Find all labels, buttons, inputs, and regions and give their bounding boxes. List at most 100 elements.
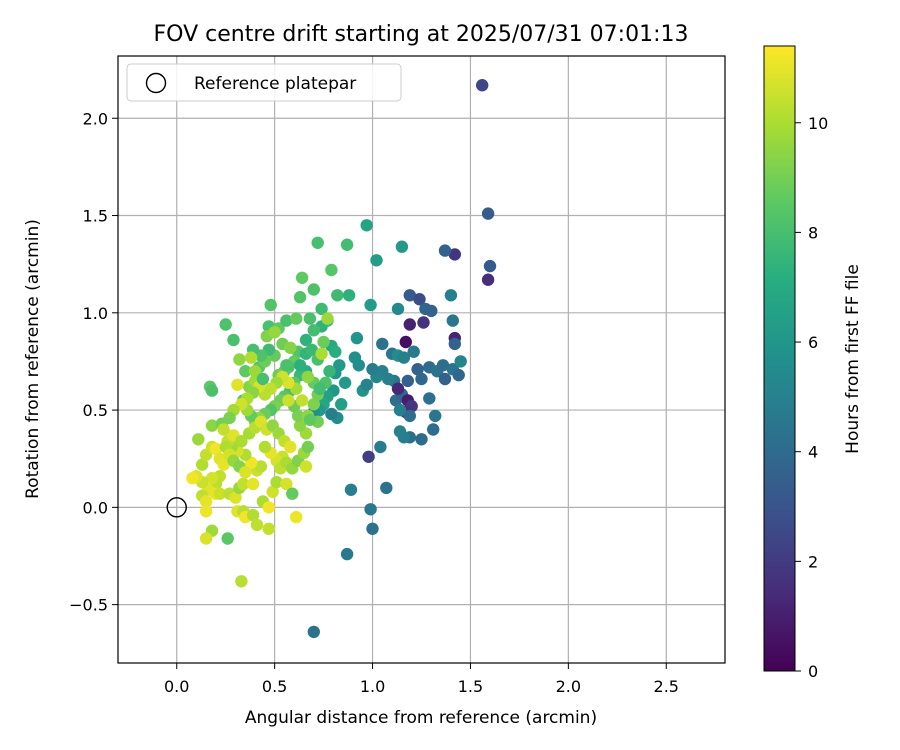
data-point bbox=[284, 440, 297, 454]
data-point bbox=[307, 625, 320, 639]
data-point bbox=[295, 394, 309, 407]
data-point bbox=[290, 510, 303, 524]
data-point bbox=[217, 423, 230, 436]
x-tick-label: 0.0 bbox=[164, 677, 189, 696]
colorbar-tick-label: 8 bbox=[808, 223, 818, 242]
data-point bbox=[411, 363, 424, 376]
y-tick-label: 1.0 bbox=[83, 304, 108, 323]
data-point bbox=[452, 368, 465, 382]
data-point bbox=[196, 458, 209, 471]
data-point bbox=[268, 326, 281, 339]
data-point bbox=[293, 359, 307, 372]
data-point bbox=[301, 370, 315, 384]
data-point bbox=[313, 382, 326, 395]
data-point bbox=[403, 289, 416, 302]
data-point bbox=[293, 291, 307, 304]
data-point bbox=[438, 244, 452, 257]
data-point bbox=[280, 314, 293, 327]
data-point bbox=[256, 372, 270, 386]
data-point bbox=[425, 304, 438, 318]
data-point bbox=[286, 487, 299, 500]
data-point bbox=[338, 376, 352, 389]
data-point bbox=[329, 345, 342, 358]
data-point bbox=[360, 378, 373, 391]
data-point bbox=[284, 341, 297, 354]
data-point bbox=[340, 238, 354, 251]
data-point bbox=[483, 259, 497, 273]
data-point bbox=[366, 522, 379, 535]
y-tick-label: −0.5 bbox=[69, 596, 108, 615]
data-point bbox=[307, 398, 320, 411]
data-point bbox=[262, 501, 275, 514]
x-tick-label: 1.0 bbox=[360, 677, 385, 696]
data-point bbox=[307, 283, 320, 296]
data-point bbox=[446, 314, 459, 327]
data-point bbox=[303, 312, 317, 325]
data-point bbox=[213, 487, 226, 500]
data-point bbox=[290, 312, 303, 325]
plot-frame bbox=[117, 55, 726, 664]
data-point bbox=[270, 475, 283, 489]
data-point bbox=[323, 365, 336, 378]
x-tick-label: 2.5 bbox=[654, 677, 679, 696]
data-point bbox=[295, 271, 309, 284]
data-point bbox=[266, 485, 279, 498]
data-point bbox=[199, 505, 213, 518]
data-point bbox=[227, 333, 240, 347]
data-point bbox=[264, 298, 277, 312]
data-point bbox=[335, 398, 348, 411]
data-point bbox=[219, 318, 232, 331]
data-point bbox=[303, 413, 317, 426]
data-point bbox=[305, 343, 318, 356]
data-point bbox=[299, 333, 313, 347]
data-point bbox=[233, 353, 246, 366]
data-point bbox=[325, 263, 338, 277]
data-point bbox=[315, 347, 328, 360]
y-tick-label: 1.5 bbox=[83, 207, 108, 226]
data-point bbox=[192, 433, 205, 446]
data-point bbox=[448, 337, 461, 351]
y-axis-label: Rotation from reference (arcmin) bbox=[23, 219, 43, 499]
data-point bbox=[427, 423, 440, 436]
data-point bbox=[248, 365, 262, 378]
data-point bbox=[239, 466, 252, 479]
colorbar-ticks: 0 2 4 6 8 10 bbox=[795, 114, 828, 681]
data-point bbox=[239, 365, 252, 378]
data-point bbox=[415, 433, 428, 446]
x-axis-ticks: 0.0 0.5 1.0 1.5 2.0 2.5 bbox=[164, 663, 679, 696]
colorbar: 0 2 4 6 8 10 Hours from first FF file bbox=[763, 45, 863, 681]
data-point bbox=[237, 477, 250, 491]
data-point bbox=[429, 409, 442, 423]
data-point bbox=[380, 481, 393, 495]
reference-platepar-marker bbox=[166, 497, 187, 518]
data-point bbox=[391, 382, 405, 395]
data-point bbox=[407, 345, 420, 358]
data-point bbox=[399, 335, 412, 349]
data-point bbox=[393, 403, 407, 417]
data-point bbox=[280, 359, 293, 372]
colorbar-tick-label: 0 bbox=[808, 662, 818, 681]
data-points bbox=[186, 79, 497, 639]
data-point bbox=[254, 460, 268, 473]
y-tick-label: 0.0 bbox=[83, 498, 108, 517]
data-point bbox=[209, 442, 223, 456]
data-point bbox=[229, 491, 242, 504]
data-point bbox=[221, 532, 234, 545]
data-point bbox=[448, 248, 461, 261]
data-point bbox=[299, 460, 313, 473]
legend-box bbox=[126, 63, 402, 102]
legend-entry-reference: Reference platepar bbox=[194, 74, 356, 94]
colorbar-tick-label: 2 bbox=[808, 552, 818, 571]
reference-layer bbox=[166, 497, 187, 518]
data-point bbox=[293, 419, 307, 432]
data-point bbox=[291, 409, 305, 423]
data-point bbox=[342, 289, 356, 302]
data-point bbox=[317, 335, 330, 349]
data-point bbox=[364, 503, 377, 516]
data-point bbox=[205, 472, 219, 485]
data-point bbox=[311, 236, 324, 249]
legend-reference-marker bbox=[145, 72, 167, 94]
data-point bbox=[325, 407, 338, 421]
data-point bbox=[481, 207, 495, 220]
